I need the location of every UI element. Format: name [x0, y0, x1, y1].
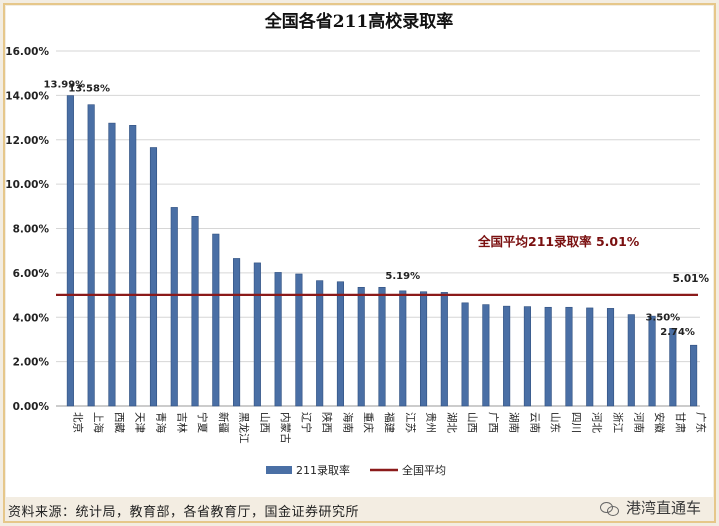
- bar: [253, 262, 261, 407]
- x-tick-label: 甘肃: [674, 412, 687, 433]
- x-tick-label: 贵州: [425, 412, 438, 433]
- bar: [690, 344, 698, 407]
- watermark: 港湾直通车: [599, 497, 701, 518]
- y-tick-label: 10.00%: [5, 179, 49, 191]
- bar: [295, 273, 303, 407]
- x-tick-label: 安徽: [653, 412, 666, 433]
- bar: [586, 307, 594, 407]
- y-tick-label: 16.00%: [5, 46, 49, 58]
- x-tick-label: 云南: [528, 412, 541, 433]
- chart-background: [6, 6, 713, 497]
- legend: 211录取率 全国平均: [266, 463, 446, 477]
- bar: [191, 215, 199, 407]
- x-tick-label: 河南: [632, 412, 645, 433]
- x-tick-label: 吉林: [175, 412, 188, 433]
- wechat-icon: [599, 500, 620, 516]
- y-tick-label: 0.00%: [13, 401, 50, 413]
- x-tick-label: 海南: [341, 412, 354, 433]
- bar: [233, 258, 241, 407]
- y-tick-label: 2.00%: [13, 357, 50, 369]
- x-tick-label: 福建: [383, 412, 396, 433]
- bar: [212, 233, 220, 407]
- y-tick-label: 4.00%: [13, 312, 50, 324]
- x-tick-label: 山西: [258, 412, 270, 433]
- x-tick-label: 江苏: [404, 412, 417, 433]
- bar: [87, 104, 95, 407]
- bar: [606, 308, 615, 407]
- bar: [461, 302, 469, 407]
- chart-title: 全国各省211高校录取率: [264, 11, 454, 32]
- bar: [129, 125, 137, 407]
- x-tick-label: 辽宁: [300, 412, 313, 433]
- x-tick-label: 天津: [134, 412, 146, 433]
- bar: [170, 207, 178, 407]
- y-tick-label: 12.00%: [5, 135, 49, 147]
- data-label: 3.50%: [645, 312, 680, 323]
- source-note: 资料来源：统计局，教育部，各省教育厅，国金证券研究所: [8, 505, 360, 520]
- y-tick-label: 6.00%: [13, 268, 50, 280]
- bar: [627, 314, 635, 407]
- x-tick-label: 重庆: [362, 412, 375, 433]
- y-tick-label: 8.00%: [13, 224, 50, 236]
- bar: [565, 306, 573, 407]
- chart-frame: [3, 3, 716, 523]
- x-tick-label: 上海: [92, 412, 105, 433]
- x-tick-label: 黑龙江: [238, 412, 251, 444]
- bar: [503, 305, 511, 407]
- x-tick-label: 浙江: [612, 412, 624, 433]
- watermark-text: 港湾直通车: [625, 499, 701, 517]
- x-tick-label: 北京: [71, 412, 84, 433]
- x-tick-label: 山东: [549, 412, 562, 433]
- y-tick-label: 14.00%: [5, 90, 49, 102]
- x-tick-label: 山西: [466, 412, 478, 433]
- data-label: 2.74%: [660, 327, 695, 338]
- x-tick-label: 新疆: [217, 412, 230, 433]
- x-tick-label: 陕西: [321, 412, 334, 433]
- bar: [669, 328, 677, 407]
- bar: [336, 281, 345, 407]
- legend-bar-label: 211录取率: [296, 463, 350, 477]
- bar: [399, 290, 407, 407]
- x-tick-label: 湖南: [508, 412, 521, 433]
- x-tick-label: 河北: [591, 412, 603, 433]
- bar: [274, 272, 282, 407]
- x-tick-label: 内蒙古: [279, 412, 292, 444]
- bar: [523, 306, 531, 407]
- bar: [357, 286, 365, 407]
- data-label: 5.19%: [385, 271, 420, 282]
- bar: [648, 315, 656, 407]
- x-tick-label: 广西: [487, 412, 499, 433]
- x-tick-label: 西藏: [113, 412, 125, 433]
- x-tick-label: 宁夏: [196, 412, 209, 433]
- bar-chart: 全国各省211高校录取率 0.00% 2.00% 4.00% 6.00% 8.00% 10…: [5, 11, 710, 477]
- data-label: 13.99%: [44, 80, 86, 91]
- bar: [316, 280, 324, 407]
- bar: [108, 122, 116, 407]
- data-label: 13.58%: [68, 84, 110, 95]
- average-annotation: 全国平均211录取率 5.01%: [477, 234, 640, 249]
- bar: [419, 291, 428, 407]
- bar: [149, 147, 158, 407]
- bar: [440, 292, 448, 407]
- legend-avg-label: 全国平均: [402, 463, 446, 477]
- bar: [378, 286, 386, 407]
- x-tick-label: 湖北: [445, 412, 457, 433]
- x-tick-label: 四川: [570, 412, 582, 433]
- x-tick-label: 青海: [154, 412, 167, 433]
- bar: [66, 95, 74, 407]
- legend-bar-swatch: [266, 466, 292, 474]
- average-value-label: 5.01%: [673, 273, 710, 285]
- bar: [544, 306, 552, 407]
- bar: [482, 304, 490, 407]
- x-tick-label: 广东: [695, 412, 708, 433]
